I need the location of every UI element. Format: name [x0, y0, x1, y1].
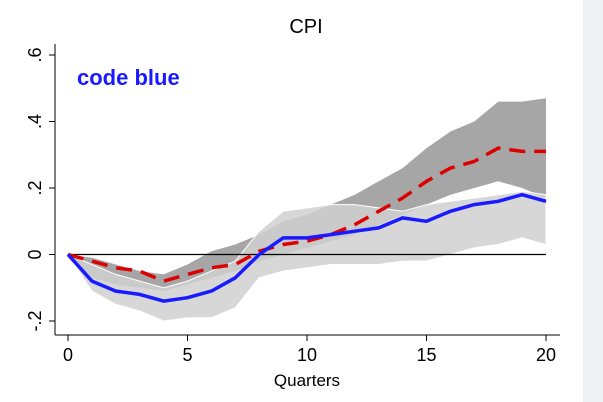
dark-band-area: [68, 98, 546, 292]
x-axis-label: Quarters: [274, 371, 340, 390]
red-dashed-series-line: [67, 146, 546, 283]
y-tick-label: .2: [25, 180, 45, 195]
blue-solid-series-line: [66, 192, 547, 303]
x-tick-label: 20: [536, 345, 556, 365]
x-tick-label: 15: [416, 345, 436, 365]
y-tick-label: -.2: [25, 310, 45, 331]
chart-title: CPI: [289, 16, 322, 38]
side-panel: [583, 0, 603, 402]
x-tick-label: 0: [63, 345, 73, 365]
code-blue-annotation: code blue: [77, 65, 180, 90]
light-band-area: [66, 190, 547, 322]
y-tick-label: .6: [25, 47, 45, 62]
x-tick-label: 5: [182, 345, 192, 365]
x-axis-ticks: 0 5 10 15 20: [63, 335, 556, 365]
y-axis-ticks: -.2 0 .2 .4 .6: [25, 47, 55, 332]
y-tick-label: .4: [25, 114, 45, 129]
x-tick-label: 10: [297, 345, 317, 365]
y-tick-label: 0: [25, 249, 45, 259]
plot-area: [66, 98, 547, 322]
